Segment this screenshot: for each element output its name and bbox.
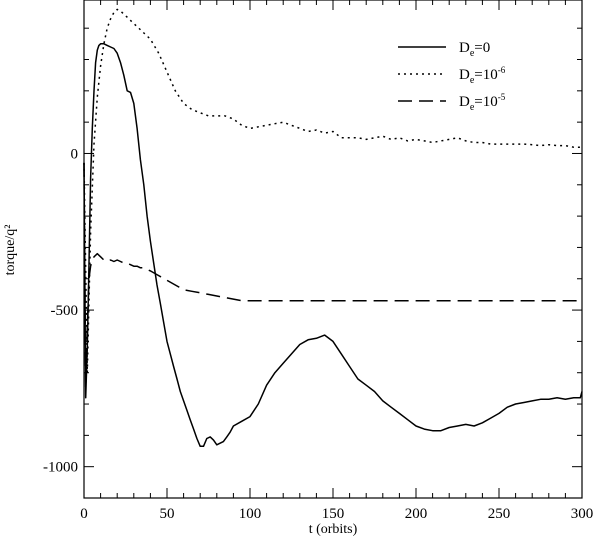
x-tick-label: 250 bbox=[488, 506, 511, 522]
y-tick-label: -1000 bbox=[43, 460, 78, 476]
legend-label-2: De=10-6 bbox=[459, 65, 506, 86]
plot-frame bbox=[83, 0, 583, 499]
y-tick-label: -500 bbox=[51, 303, 79, 319]
legend: De=0 De=10-6 De=10-5 bbox=[398, 40, 506, 113]
series-line-1 bbox=[83, 43, 583, 448]
series-line-3 bbox=[83, 162, 582, 390]
legend-label-1: De=0 bbox=[459, 40, 490, 59]
x-tick-label: 150 bbox=[322, 506, 345, 522]
series-line-2 bbox=[83, 8, 582, 374]
x-axis-label: t (orbits) bbox=[309, 522, 358, 537]
series-lines bbox=[83, 8, 583, 448]
x-tick-label: 0 bbox=[80, 506, 88, 522]
tick-labels: 0 50 100 150 200 250 300 -1000 -500 0 bbox=[43, 146, 593, 522]
x-tick-label: 300 bbox=[571, 506, 594, 522]
x-tick-label: 200 bbox=[405, 506, 428, 522]
y-tick-label: 0 bbox=[71, 146, 79, 162]
y-axis-label: torque/q² bbox=[3, 225, 18, 276]
x-tick-label: 100 bbox=[239, 506, 262, 522]
x-tick-label: 50 bbox=[160, 506, 175, 522]
legend-label-3: De=10-5 bbox=[459, 92, 506, 113]
axis-ticks bbox=[83, 0, 583, 499]
